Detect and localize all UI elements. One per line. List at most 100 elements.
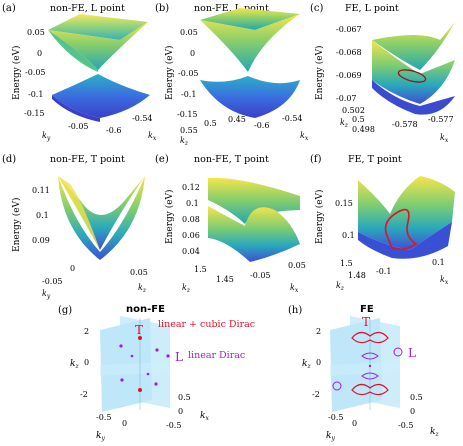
axis-k-y: ky [42,289,51,300]
surface-plot [58,176,145,260]
label-L: L [175,350,183,364]
panel-title: non-FE, T point [50,154,125,165]
z-tick: -0.1 [181,90,196,99]
surface-plot [208,177,300,262]
y-tick: 0 [122,419,127,428]
dirac-point-T [138,336,142,340]
axis-k-z: kz [138,283,147,294]
dirac-point-L [146,372,150,376]
nodal-line-red [384,208,418,251]
z-tick: 0.09 [32,236,50,245]
y-axis-label: Energy (eV) [314,189,325,244]
panel-e: (e) non-FE, T point Energy (eV) 0.12 0.1… [155,154,306,294]
panel-title: FE [360,304,374,315]
z-tick: 0 [190,49,195,58]
axis-k-z: kz [336,281,345,292]
x-tick: -0.577 [428,115,454,124]
axis-k-x: kx [440,133,449,144]
z-tick: 0.12 [182,183,200,192]
x-tick: 0.5 [410,393,423,402]
panel-title: FE, T point [348,154,402,165]
x-tick: 1.5 [194,265,207,274]
x-tick: 0 [70,264,75,273]
y-tick: 0 [352,419,357,428]
z-tick: 0.06 [182,231,200,240]
axis-k-z: kz [302,359,311,370]
purple-loop [361,352,379,360]
x-tick: -0.5 [398,421,413,430]
z-tick: 0 [37,49,42,58]
x-tick: 0.498 [352,125,375,134]
x-tick: -0.578 [392,120,418,129]
x-tick: 0.5 [178,393,191,402]
legend-red: linear + cubic Dirac [158,319,255,330]
panel-letter: (b) [155,3,169,14]
x-tick: 0.45 [228,115,246,124]
panel-c: (c) FE, L point Energy (eV) -0.067 -0.06… [310,3,455,144]
z-tick: -0.069 [336,71,362,80]
dirac-point-L [166,354,170,358]
axis-k-z: kz [180,136,189,147]
panel-h: (h) FE 2 0 -2 kz T L 0 -0.5 ky 0.5 0 -0.… [288,304,439,442]
panel-a: (a) non-FE, L point Energy (eV) 0.05 0 -… [2,3,157,142]
panel-letter: (c) [310,3,324,14]
z-tick: 0 [84,358,89,367]
x-tick: 0.05 [130,268,148,277]
x-tick: 0.55 [180,126,198,135]
y-axis-label: Energy (eV) [314,45,325,100]
dirac-point-L [130,354,134,358]
surface-plot [48,14,150,122]
z-tick: 0 [316,358,321,367]
nodal-loop-line [397,69,427,83]
z-tick: 0.15 [335,199,353,208]
x-tick: 0.5 [352,115,365,124]
legend-purple: linear Dirac [188,350,245,361]
z-tick: 0.1 [342,231,355,240]
x-tick: 1.45 [216,275,234,284]
label-T: T [135,323,143,337]
purple-loop [361,372,379,380]
surface-plot [200,8,300,118]
dirac-point-L [155,348,159,352]
z-tick: -0.067 [336,25,362,34]
y-axis-label: Energy (eV) [11,45,22,100]
surface-plot [372,22,455,115]
dirac-point-L [119,344,123,348]
axis-k-y: ky [42,131,51,142]
axis-k-z-horizontal: kz [430,427,439,438]
x-tick: -0.05 [42,277,63,286]
z-tick: -0.07 [336,94,357,103]
bz-planes [330,316,400,412]
panel-letter: (h) [288,305,302,316]
z-tick: -0.068 [336,48,362,57]
panel-title: FE, L point [345,3,399,14]
panel-d: (d) non-FE, T point Energy (eV) 0.11 0.1… [2,154,148,300]
x-tick: -0.54 [282,114,303,123]
z-tick: 0.11 [32,186,50,195]
y-tick: -0.5 [96,413,111,422]
axis-k-x: kx [290,283,299,294]
surface-plot [358,176,455,259]
x-tick: 0 [410,407,415,416]
dirac-point-L [154,382,158,386]
dirac-points [119,336,170,392]
dirac-point-L [120,378,124,382]
z-tick: 0.04 [182,247,200,256]
z-tick: 0.08 [182,215,200,224]
label-L: L [408,346,416,360]
label-T: T [362,315,370,329]
axis-k-x: kx [148,131,157,142]
panel-f: (f) FE, T point Energy (eV) 0.15 0.1 1.5… [310,154,455,292]
panel-g: (g) non-FE 2 0 -2 kz T L linear + cubic … [58,304,255,442]
purple-loop [332,381,342,391]
x-tick: -0.05 [250,271,271,280]
y-axis-label: Energy (eV) [164,189,175,244]
y-axis-label: Energy (eV) [11,197,22,252]
z-tick: 0.05 [27,28,45,37]
z-tick: 0.1 [186,199,199,208]
x-tick: 0.1 [432,258,445,267]
z-tick: -0.05 [25,68,46,77]
x-tick: 0.5 [204,119,217,128]
z-tick: -0.1 [28,90,43,99]
